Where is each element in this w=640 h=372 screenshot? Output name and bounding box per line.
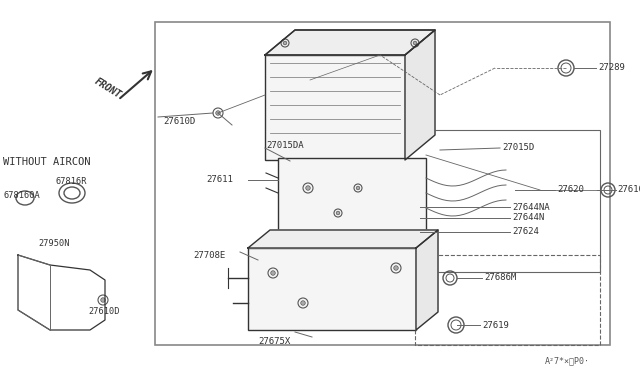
Text: 27675X: 27675X (258, 337, 291, 346)
Text: 27289: 27289 (598, 64, 625, 73)
Circle shape (336, 211, 340, 215)
Text: 67816R: 67816R (55, 177, 86, 186)
Circle shape (283, 41, 287, 45)
Circle shape (306, 186, 310, 190)
Text: 27611: 27611 (206, 176, 233, 185)
Polygon shape (405, 30, 435, 160)
Text: A²7*×①P0·: A²7*×①P0· (545, 356, 590, 365)
Text: 27644NA: 27644NA (512, 202, 550, 212)
Bar (248, 248, 416, 330)
Text: 27644N: 27644N (512, 214, 544, 222)
Text: 27620: 27620 (557, 186, 584, 195)
Text: 27015DA: 27015DA (266, 141, 303, 150)
Text: FRONT: FRONT (93, 76, 124, 100)
Text: 27619: 27619 (482, 321, 509, 330)
Circle shape (413, 41, 417, 45)
Bar (155, 22, 610, 345)
Text: 27610D: 27610D (163, 116, 195, 125)
Polygon shape (416, 230, 438, 330)
Text: 27015D: 27015D (502, 144, 534, 153)
Text: 27950N: 27950N (38, 238, 70, 247)
Bar (390, 130, 600, 272)
Text: 27610D: 27610D (88, 308, 120, 317)
Circle shape (216, 111, 220, 115)
Polygon shape (248, 230, 438, 248)
Polygon shape (265, 30, 435, 55)
Text: 678160A: 678160A (3, 190, 40, 199)
Circle shape (100, 298, 105, 302)
Circle shape (271, 271, 275, 275)
Circle shape (356, 186, 360, 190)
Bar (265, 55, 405, 160)
Text: 27686M: 27686M (484, 273, 516, 282)
Text: WITHOUT AIRCON: WITHOUT AIRCON (3, 157, 90, 167)
Circle shape (394, 266, 398, 270)
Bar (278, 158, 426, 253)
Text: 27610: 27610 (617, 186, 640, 195)
Circle shape (301, 301, 305, 305)
Text: 27708E: 27708E (193, 251, 225, 260)
Text: 27624: 27624 (512, 228, 539, 237)
Bar (415, 255, 600, 345)
